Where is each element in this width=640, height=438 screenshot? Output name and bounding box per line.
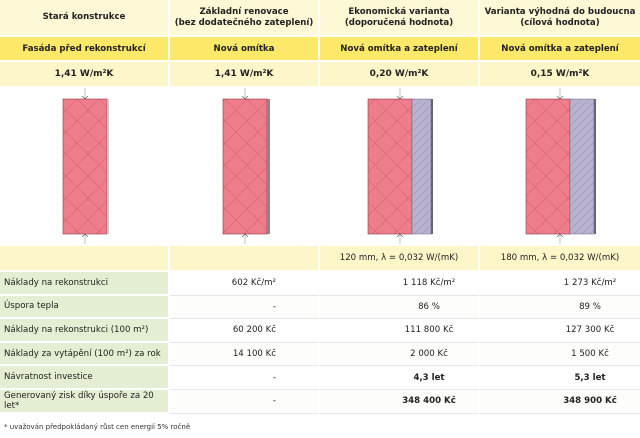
render-layer [267, 99, 270, 234]
table-row: Náklady na rekonstrukci (100 m²) 60 200 … [0, 319, 640, 343]
u-value-row: 1,41 W/m²K 1,41 W/m²K 0,20 W/m²K 0,15 W/… [0, 62, 640, 88]
value-cell: - [170, 295, 320, 320]
header-cell: Ekonomická varianta (doporučená hodnota) [320, 0, 480, 37]
render-layer [594, 99, 596, 234]
wall-section-basic [222, 88, 270, 244]
header-cell: Základní renovace (bez dodatečného zatepl… [170, 0, 320, 37]
insulation-layer [411, 98, 432, 235]
header-cell: Varianta výhodná do budoucna (cílová hodn… [480, 0, 640, 37]
wall-drawing-cell [320, 88, 480, 246]
header-text: Stará konstrukce [42, 12, 126, 22]
table-row: Návratnost investice - 4,3 let 5,3 let [0, 366, 640, 390]
value-cell: 4,3 let [320, 366, 480, 390]
brick-layer [62, 98, 108, 235]
drawing-row [0, 88, 640, 246]
value-cell: 1 273 Kč/m² [480, 272, 640, 296]
u-value-cell: 0,20 W/m²K [320, 62, 480, 88]
comparison-table: Stará konstrukce Základní renovace (bez d… [0, 0, 640, 414]
subheader-cell: Fasáda před rekonstrukcí [0, 37, 170, 62]
brick-layer [367, 98, 413, 235]
value-cell: 2 000 Kč [320, 342, 480, 367]
subheader-cell: Nová omítka a zateplení [480, 37, 640, 62]
value-cell: 127 300 Kč [480, 319, 640, 343]
render-layer [107, 99, 109, 234]
value-cell: 89 % [480, 295, 640, 320]
header-text: Základní renovace (bez dodatečného zatepl… [174, 6, 314, 28]
header-text: Varianta výhodná do budoucna (cílová hodn… [484, 6, 636, 28]
insulation-cell [170, 246, 320, 272]
insulation-cell: 120 mm, λ = 0,032 W/(mK) [320, 246, 480, 272]
u-value-cell: 0,15 W/m²K [480, 62, 640, 88]
row-label: Návratnost investice [0, 366, 170, 390]
row-label: Náklady na rekonstrukci [0, 272, 170, 296]
subheader-row: Fasáda před rekonstrukcí Nová omítka Nov… [0, 37, 640, 62]
value-cell: - [170, 389, 320, 414]
wall-drawing-cell [480, 88, 640, 246]
footnote: * uvažován předpokládaný růst cen energi… [4, 423, 191, 431]
wall-drawing-cell [0, 88, 170, 246]
value-cell: - [170, 366, 320, 390]
header-text: Ekonomická varianta (doporučená hodnota) [344, 6, 454, 28]
row-label: Náklady za vytápění (100 m²) za rok [0, 342, 170, 367]
row-label: Úspora tepla [0, 295, 170, 320]
header-row: Stará konstrukce Základní renovace (bez d… [0, 0, 640, 37]
subheader-cell: Nová omítka [170, 37, 320, 62]
row-label: Náklady na rekonstrukci (100 m²) [0, 319, 170, 343]
value-cell: 86 % [320, 295, 480, 320]
value-cell: 14 100 Kč [170, 342, 320, 367]
render-layer [431, 99, 433, 234]
table-row: Generovaný zisk díky úspoře za 20 let* -… [0, 389, 640, 414]
brick-layer [222, 98, 268, 235]
value-cell: 111 800 Kč [320, 319, 480, 343]
u-value-cell: 1,41 W/m²K [0, 62, 170, 88]
insulation-row: 120 mm, λ = 0,032 W/(mK) 180 mm, λ = 0,0… [0, 246, 640, 272]
subheader-cell: Nová omítka a zateplení [320, 37, 480, 62]
table-row: Náklady na rekonstrukci 602 Kč/m² 1 118 … [0, 272, 640, 296]
insulation-layer [569, 98, 595, 235]
insulation-cell: 180 mm, λ = 0,032 W/(mK) [480, 246, 640, 272]
value-cell: 602 Kč/m² [170, 272, 320, 296]
wall-section-future [525, 88, 596, 244]
header-cell: Stará konstrukce [0, 0, 170, 37]
brick-layer [525, 98, 571, 235]
value-cell: 60 200 Kč [170, 319, 320, 343]
wall-section-economic [367, 88, 433, 244]
insulation-cell [0, 246, 170, 272]
table-row: Náklady za vytápění (100 m²) za rok 14 1… [0, 342, 640, 367]
table-row: Úspora tepla - 86 % 89 % [0, 295, 640, 320]
value-cell: 348 400 Kč [320, 389, 480, 414]
row-label: Generovaný zisk díky úspoře za 20 let* [0, 389, 170, 414]
value-cell: 1 500 Kč [480, 342, 640, 367]
value-cell: 5,3 let [480, 366, 640, 390]
value-cell: 348 900 Kč [480, 389, 640, 414]
wall-section-old [62, 88, 109, 244]
value-cell: 1 118 Kč/m² [320, 272, 480, 296]
comparison-table-wrapper: Stará konstrukce Základní renovace (bez d… [0, 0, 640, 414]
wall-drawing-cell [170, 88, 320, 246]
u-value-cell: 1,41 W/m²K [170, 62, 320, 88]
